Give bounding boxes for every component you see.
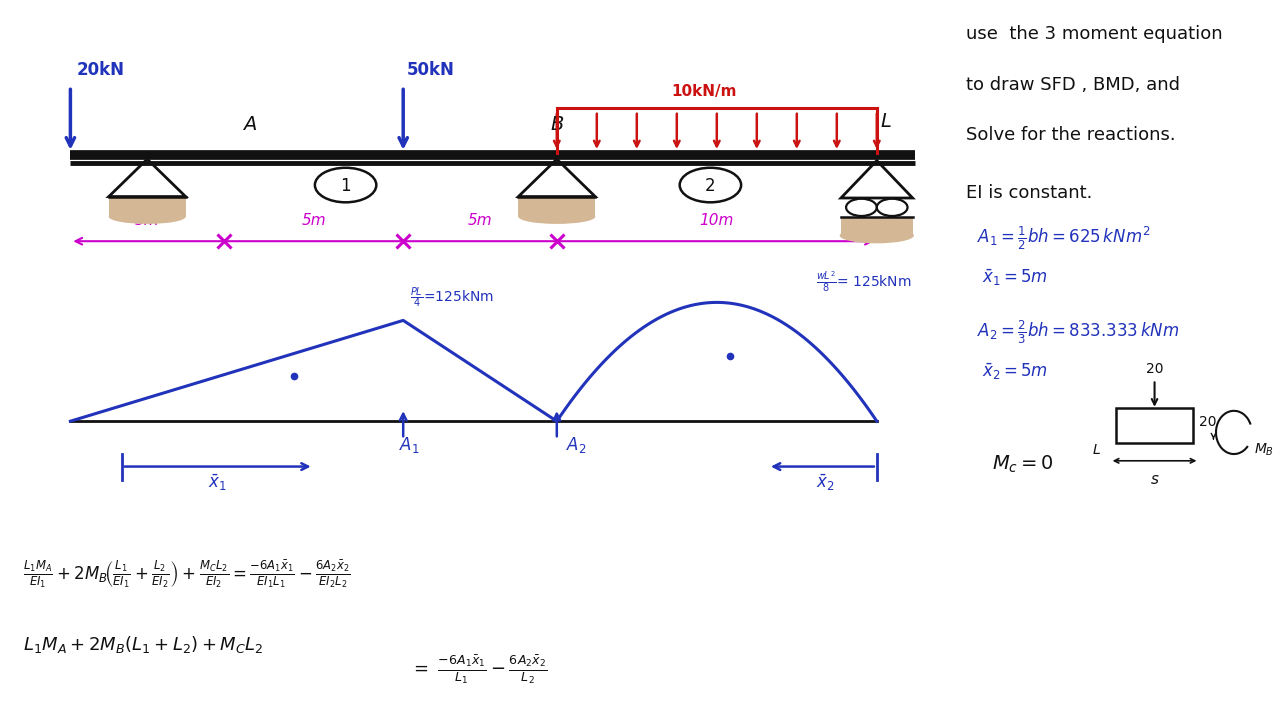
Text: A: A [243, 114, 256, 134]
Polygon shape [518, 197, 595, 217]
Text: L: L [1093, 443, 1101, 457]
Text: 10kN/m: 10kN/m [671, 84, 737, 99]
Bar [1116, 408, 1193, 443]
Ellipse shape [109, 210, 186, 224]
Text: 1: 1 [340, 176, 351, 194]
Text: 20: 20 [1146, 362, 1164, 376]
Text: $\bar{x}_1=5m$: $\bar{x}_1=5m$ [982, 268, 1047, 288]
Text: to draw SFD , BMD, and: to draw SFD , BMD, and [966, 76, 1180, 94]
Text: $L_1 M_A+2M_B(L_1+L_2)+M_C L_2$: $L_1 M_A+2M_B(L_1+L_2)+M_C L_2$ [23, 634, 264, 654]
Text: Solve for the reactions.: Solve for the reactions. [966, 126, 1176, 144]
Text: $A_2=\frac{2}{3}bh=833.333\,kNm$: $A_2=\frac{2}{3}bh=833.333\,kNm$ [977, 318, 1179, 346]
Text: EI is constant.: EI is constant. [966, 184, 1093, 202]
Polygon shape [109, 197, 186, 217]
Text: $=\ \frac{-6A_1\bar{x}_1}{L_1}-\frac{6A_2\bar{x}_2}{L_2}$: $=\ \frac{-6A_1\bar{x}_1}{L_1}-\frac{6A_… [410, 653, 547, 685]
Text: 50kN: 50kN [407, 61, 454, 79]
Ellipse shape [840, 228, 914, 243]
Text: 5m: 5m [134, 213, 160, 228]
Text: $\bar{x}_2=5m$: $\bar{x}_2=5m$ [982, 361, 1047, 382]
Text: s: s [1151, 472, 1158, 487]
Text: $A_2$: $A_2$ [566, 435, 586, 455]
Text: $A_1$: $A_1$ [399, 435, 420, 455]
Text: $\frac{L_1 M_A}{EI_1}+2M_B\!\left(\frac{L_1}{EI_1}+\frac{L_2}{EI_2}\right)+\frac: $\frac{L_1 M_A}{EI_1}+2M_B\!\left(\frac{… [23, 558, 351, 590]
Text: 5m: 5m [467, 213, 493, 228]
Text: $\bar{x}_1$: $\bar{x}_1$ [209, 473, 227, 493]
Text: 10m: 10m [700, 213, 733, 228]
Text: $M_B$: $M_B$ [1254, 442, 1275, 458]
Text: $\bar{x}_2$: $\bar{x}_2$ [817, 473, 835, 493]
Text: 2: 2 [705, 176, 716, 194]
Ellipse shape [518, 210, 595, 224]
Text: 20kN: 20kN [77, 61, 125, 79]
Polygon shape [841, 217, 913, 235]
Text: B: B [550, 114, 563, 134]
Text: L: L [881, 112, 891, 132]
Text: $A_1=\frac{1}{2}bh=625\,kNm^2$: $A_1=\frac{1}{2}bh=625\,kNm^2$ [977, 225, 1149, 252]
Text: $M_c=0$: $M_c=0$ [992, 454, 1053, 475]
Text: 20: 20 [1199, 415, 1217, 429]
Text: 5m: 5m [301, 213, 326, 228]
Text: use  the 3 moment equation: use the 3 moment equation [966, 25, 1222, 43]
Text: $\frac{wL^2}{8}$= 125kNm: $\frac{wL^2}{8}$= 125kNm [817, 269, 911, 294]
Text: $\frac{PL}{4}$=125kNm: $\frac{PL}{4}$=125kNm [410, 285, 493, 310]
